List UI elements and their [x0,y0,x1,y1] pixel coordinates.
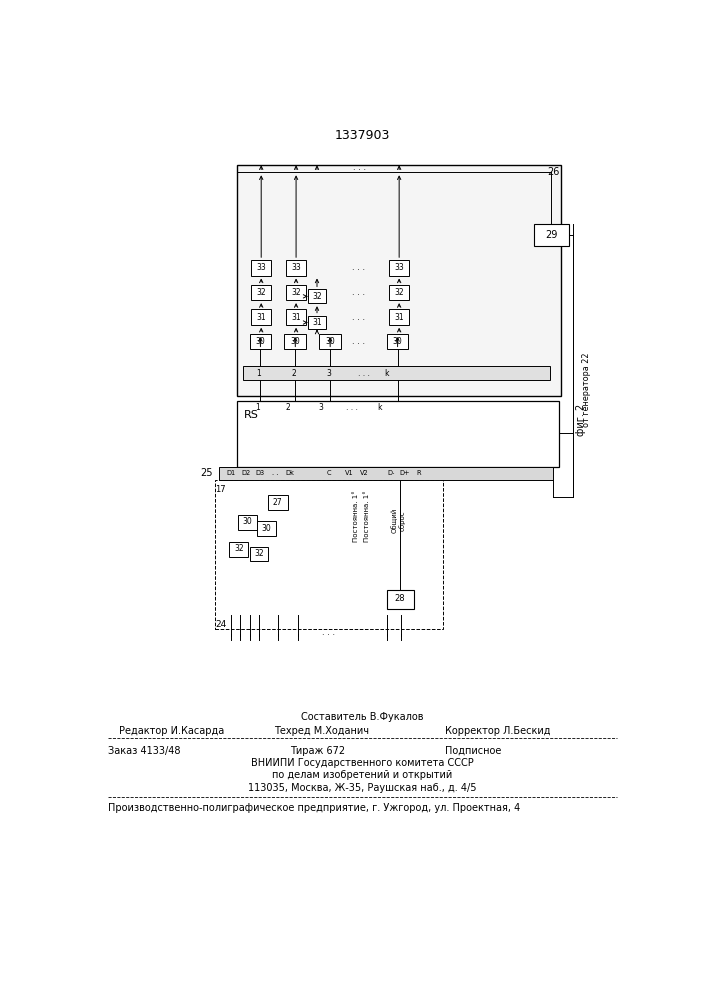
Text: 31: 31 [395,313,404,322]
Text: 30: 30 [262,524,271,533]
Text: RS: RS [244,410,259,420]
Bar [251,285,271,300]
Text: 32: 32 [395,288,404,297]
Text: Постоянна. 1°: Постоянна. 1° [364,491,370,542]
Bar [387,590,414,609]
Bar [308,289,327,303]
Text: Dk: Dk [286,470,294,476]
Text: 3: 3 [326,369,331,378]
Text: 1: 1 [255,403,259,412]
Text: . . .: . . . [358,369,370,378]
Text: . . .: . . . [353,163,366,172]
Bar [243,366,549,380]
Bar [257,521,276,536]
Bar [284,334,306,349]
Text: 25: 25 [200,468,212,478]
Bar [387,334,409,349]
Bar [320,334,341,349]
Text: 113035, Москва, Ж-35, Раушская наб., д. 4/5: 113035, Москва, Ж-35, Раушская наб., д. … [247,783,477,793]
Bar [534,224,569,246]
Bar [215,480,443,629]
Text: 31: 31 [291,313,301,322]
Text: C: C [327,470,331,476]
Bar [389,285,409,300]
Text: от генератора 22: от генератора 22 [582,352,591,427]
Text: 33: 33 [257,263,266,272]
Bar [286,260,306,276]
Text: . . .: . . . [322,628,335,637]
Text: 32: 32 [312,292,322,301]
Bar [286,285,306,300]
Text: 32: 32 [234,544,243,553]
Text: . . .: . . . [351,263,365,272]
Text: 2: 2 [286,403,291,412]
Text: 33: 33 [291,263,301,272]
Text: . . .: . . . [351,337,365,346]
Text: . .: . . [272,470,279,476]
Text: D2: D2 [241,470,250,476]
Text: Составитель В.Фукалов: Составитель В.Фукалов [300,712,423,722]
Text: 31: 31 [257,313,266,322]
Bar [286,309,306,325]
Bar [389,260,409,276]
Bar [218,466,554,480]
Text: 28: 28 [395,594,405,603]
Text: k: k [377,403,381,412]
Text: по делам изобретений и открытий: по делам изобретений и открытий [271,770,452,780]
Text: Редактор И.Касарда: Редактор И.Касарда [119,726,225,736]
Text: D1: D1 [226,470,235,476]
Bar [268,495,288,510]
Text: 30: 30 [291,337,300,346]
Text: D-: D- [387,470,395,476]
Text: V1: V1 [344,470,353,476]
Text: фиг. 2: фиг. 2 [575,404,585,436]
Text: 1337903: 1337903 [334,129,390,142]
Text: 32: 32 [257,288,266,297]
Text: Корректор Л.Бескид: Корректор Л.Бескид [445,726,550,736]
Text: . . .: . . . [346,403,358,412]
Text: 32: 32 [254,549,264,558]
Text: Заказ 4133/48: Заказ 4133/48 [107,746,180,756]
Text: Производственно-полиграфическое предприятие, г. Ужгород, ул. Проектная, 4: Производственно-полиграфическое предприя… [107,803,520,813]
Text: 30: 30 [325,337,335,346]
Text: Постоянна. 1°: Постоянна. 1° [353,491,358,542]
Text: 33: 33 [395,263,404,272]
Bar [237,165,561,396]
Text: 2: 2 [291,369,296,378]
Bar [230,542,248,557]
Bar [238,515,257,530]
Bar [250,334,271,349]
Text: Тираж 672: Тираж 672 [290,746,345,756]
Bar [250,547,268,561]
Text: 29: 29 [545,230,557,240]
Text: R: R [416,470,421,476]
Text: 31: 31 [312,318,322,327]
Text: 3: 3 [318,403,323,412]
Text: 24: 24 [215,620,226,629]
Text: ВНИИПИ Государственного комитета СССР: ВНИИПИ Государственного комитета СССР [250,758,473,768]
Text: 30: 30 [392,337,402,346]
Text: 1: 1 [257,369,262,378]
Text: 32: 32 [291,288,301,297]
Text: Подписное: Подписное [445,746,501,756]
Bar [237,401,559,466]
Bar [251,260,271,276]
Text: Техред М.Ходанич: Техред М.Ходанич [274,726,369,736]
Text: . . .: . . . [351,313,365,322]
Bar [251,309,271,325]
Bar [308,316,327,329]
Text: V2: V2 [360,470,368,476]
Text: D+: D+ [399,470,410,476]
Text: 17: 17 [216,485,226,494]
Text: . . .: . . . [351,288,365,297]
Text: 26: 26 [547,167,559,177]
Text: 30: 30 [243,517,252,526]
Text: 27: 27 [273,498,282,507]
Text: k: k [385,369,389,378]
Text: 30: 30 [255,337,265,346]
Bar [389,309,409,325]
Text: D3: D3 [256,470,265,476]
Text: Общий
сброс: Общий сброс [391,508,406,533]
